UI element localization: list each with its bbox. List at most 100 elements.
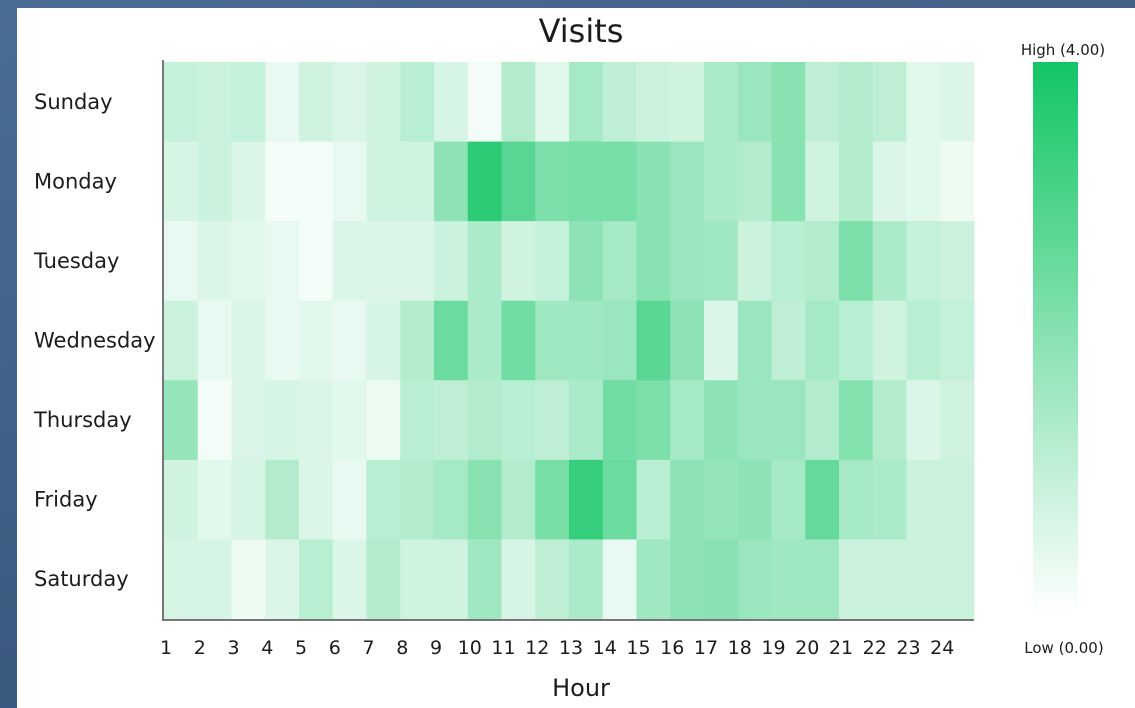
heatmap-cell bbox=[872, 62, 907, 142]
column-label: 21 bbox=[829, 637, 853, 659]
heatmap-cell bbox=[164, 300, 199, 381]
heatmap-cell bbox=[636, 459, 671, 540]
heatmap-cell bbox=[332, 300, 367, 381]
heatmap-cell bbox=[467, 300, 502, 381]
heatmap-cell bbox=[400, 539, 435, 620]
row-label: Saturday bbox=[34, 567, 129, 591]
chart-title: Visits bbox=[539, 12, 624, 50]
heatmap-cell bbox=[467, 62, 502, 142]
heatmap-cell bbox=[467, 221, 502, 302]
heatmap-cell bbox=[535, 300, 570, 381]
heatmap-cell bbox=[805, 221, 840, 302]
row-label: Sunday bbox=[34, 90, 113, 114]
column-label: 2 bbox=[194, 637, 206, 659]
heatmap-cell bbox=[231, 459, 266, 540]
heatmap-cell bbox=[299, 459, 334, 540]
heatmap-cell bbox=[265, 141, 300, 222]
heatmap-cell bbox=[670, 459, 705, 540]
heatmap-cell bbox=[535, 62, 570, 142]
legend-high-label: High (4.00) bbox=[1021, 41, 1105, 59]
heatmap-cell bbox=[940, 221, 975, 302]
heatmap-cell bbox=[366, 300, 401, 381]
column-labels: 1 2 3 4 5 6 7 8 9 10 11 12 13 14 15 16 17 18 19 20 21 22 23 24 bbox=[160, 637, 954, 659]
heatmap-cell bbox=[434, 221, 469, 302]
heatmap-cell bbox=[400, 62, 435, 142]
heatmap-cell bbox=[231, 539, 266, 620]
heatmap-cell bbox=[366, 141, 401, 222]
heatmap-cell bbox=[501, 539, 536, 620]
heatmap-cell bbox=[400, 141, 435, 222]
heatmap-cell bbox=[535, 459, 570, 540]
column-label: 19 bbox=[761, 637, 785, 659]
x-axis-label: Hour bbox=[552, 674, 610, 702]
heatmap-cell bbox=[569, 221, 604, 302]
heatmap-cell bbox=[872, 300, 907, 381]
heatmap-cell bbox=[164, 141, 199, 222]
heatmap-cell bbox=[332, 380, 367, 461]
heatmap-cell bbox=[872, 221, 907, 302]
heatmap-cell bbox=[602, 539, 637, 620]
chart-panel: Visits Sunday Monday Tuesday Wednesday Thurs… bbox=[17, 8, 1135, 708]
heatmap-cell bbox=[805, 141, 840, 222]
heatmap-cell bbox=[670, 380, 705, 461]
heatmap-cell bbox=[636, 539, 671, 620]
heatmap-cell bbox=[501, 221, 536, 302]
heatmap-cell bbox=[940, 459, 975, 540]
column-label: 7 bbox=[362, 637, 374, 659]
heatmap-cell bbox=[366, 380, 401, 461]
heatmap-cell bbox=[366, 62, 401, 142]
heatmap-cell bbox=[771, 141, 806, 222]
row-label: Monday bbox=[34, 169, 117, 193]
heatmap-cell bbox=[299, 300, 334, 381]
heatmap-cell bbox=[434, 141, 469, 222]
heatmap-cell bbox=[940, 141, 975, 222]
heatmap-cell bbox=[569, 380, 604, 461]
heatmap-cell bbox=[434, 62, 469, 142]
heatmap-cell bbox=[940, 380, 975, 461]
column-label: 5 bbox=[295, 637, 307, 659]
heatmap-cell bbox=[737, 380, 772, 461]
heatmap-cell bbox=[197, 141, 232, 222]
heatmap-cell bbox=[704, 141, 739, 222]
heatmap-cell bbox=[299, 141, 334, 222]
heatmap-cell bbox=[434, 380, 469, 461]
heatmap-chart: Visits Sunday Monday Tuesday Wednesday Thurs… bbox=[33, 12, 1105, 702]
heatmap-cell bbox=[535, 539, 570, 620]
heatmap-cell bbox=[197, 459, 232, 540]
heatmap-cell bbox=[467, 539, 502, 620]
heatmap-cell bbox=[906, 539, 941, 620]
heatmap-cell bbox=[771, 459, 806, 540]
heatmap-cell bbox=[501, 300, 536, 381]
column-label: 8 bbox=[396, 637, 408, 659]
heatmap-cell bbox=[670, 300, 705, 381]
heatmap-cell bbox=[467, 380, 502, 461]
heatmap-cell bbox=[501, 380, 536, 461]
heatmap-cell bbox=[164, 539, 199, 620]
heatmap-cell bbox=[771, 380, 806, 461]
heatmap-cell bbox=[299, 221, 334, 302]
heatmap-cell bbox=[872, 141, 907, 222]
heatmap-cell bbox=[872, 459, 907, 540]
heatmap-cell bbox=[771, 62, 806, 142]
color-scale-bar bbox=[1033, 62, 1078, 614]
heatmap-cell bbox=[602, 380, 637, 461]
heatmap-cell bbox=[501, 459, 536, 540]
column-label: 15 bbox=[626, 637, 650, 659]
heatmap-cell bbox=[400, 380, 435, 461]
row-label: Tuesday bbox=[33, 249, 119, 273]
heatmap-cell bbox=[636, 141, 671, 222]
column-label: 10 bbox=[458, 637, 482, 659]
heatmap-cell bbox=[332, 539, 367, 620]
heatmap-cells bbox=[164, 62, 975, 620]
heatmap-cell bbox=[467, 459, 502, 540]
heatmap-cell bbox=[737, 62, 772, 142]
heatmap-cell bbox=[299, 539, 334, 620]
heatmap-cell bbox=[535, 380, 570, 461]
heatmap-cell bbox=[197, 539, 232, 620]
heatmap-cell bbox=[366, 539, 401, 620]
heatmap-cell bbox=[265, 380, 300, 461]
heatmap-cell bbox=[602, 221, 637, 302]
heatmap-cell bbox=[231, 380, 266, 461]
heatmap-cell bbox=[197, 380, 232, 461]
heatmap-cell bbox=[805, 539, 840, 620]
